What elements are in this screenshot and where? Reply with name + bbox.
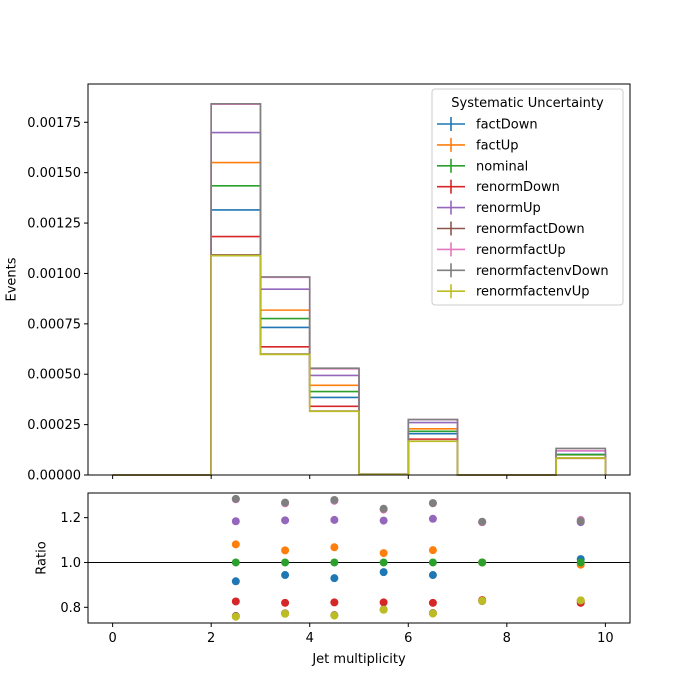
ratio-point-nominal xyxy=(428,558,437,567)
ratio-x-tick-label: 0 xyxy=(108,631,116,646)
legend-items: factDown factUp nominal renormDown renormUp r… xyxy=(437,117,609,300)
ratio-point-renormfactenvDown xyxy=(281,498,290,507)
legend-box xyxy=(431,88,624,306)
events-x-ticks xyxy=(112,475,606,479)
ratio-point-renormUp xyxy=(428,514,437,523)
legend-label: nominal xyxy=(476,159,528,174)
ratio-point-renormfactenvUp xyxy=(478,596,487,605)
events-y-tick-label: 0.00025 xyxy=(27,418,81,433)
legend-label: renormfactUp xyxy=(476,243,566,258)
legend-item-renormUp: renormUp xyxy=(437,200,541,216)
ratio-point-renormfactenvDown xyxy=(428,499,437,508)
events-y-tick-label: 0.00075 xyxy=(27,317,81,332)
ratio-x-ticks: 0 2 4 6 8 10 xyxy=(108,623,614,646)
legend-label: factUp xyxy=(476,138,519,153)
legend: Systematic Uncertainty factDown factUp nom… xyxy=(431,88,624,306)
ratio-point-factDown xyxy=(330,574,339,583)
legend-label: renormfactenvUp xyxy=(476,285,590,300)
ratio-x-tick-label: 8 xyxy=(503,631,511,646)
ratio-plot-frame xyxy=(87,492,631,624)
events-y-tick-label: 0.00050 xyxy=(27,368,81,383)
ratio-point-renormDown xyxy=(231,597,240,606)
ratio-point-factUp xyxy=(379,549,388,558)
ratio-point-renormfactenvUp xyxy=(330,611,339,620)
legend-item-factUp: factUp xyxy=(437,137,519,153)
ratio-point-factDown xyxy=(379,568,388,577)
legend-item-renormfactenvDown: renormfactenvDown xyxy=(437,263,609,279)
legend-title: Systematic Uncertainty xyxy=(451,96,604,111)
events-y-axis-label: Events xyxy=(5,257,20,301)
legend-label: renormDown xyxy=(476,180,560,195)
legend-label: renormfactenvDown xyxy=(476,264,609,279)
ratio-point-renormfactenvUp xyxy=(428,609,437,618)
legend-label: renormUp xyxy=(476,201,541,216)
ratio-point-factUp xyxy=(231,540,240,549)
ratio-y-axis-label: Ratio xyxy=(35,541,50,574)
ratio-point-renormfactenvUp xyxy=(576,596,585,605)
events-plot-frame xyxy=(87,83,631,476)
ratio-point-renormfactenvDown xyxy=(379,504,388,513)
ratio-panel: 0.8 1.0 1.2 0 2 4 6 8 10 Ratio Jet multiplicity xyxy=(35,492,631,667)
ratio-x-tick-label: 10 xyxy=(597,631,614,646)
ratio-x-tick-label: 6 xyxy=(404,631,412,646)
ratio-point-renormfactenvUp xyxy=(231,612,240,621)
ratio-point-nominal xyxy=(576,558,585,567)
events-y-ticks: 0.00000 0.00025 0.00050 0.00075 0.00100 0.001… xyxy=(27,116,88,484)
ratio-y-ticks: 0.8 1.0 1.2 xyxy=(60,511,88,616)
legend-label: factDown xyxy=(476,118,538,133)
ratio-point-renormUp xyxy=(379,516,388,525)
events-y-tick-label: 0.00175 xyxy=(27,116,81,131)
events-y-tick-label: 0.00000 xyxy=(27,469,81,484)
ratio-point-renormDown xyxy=(330,598,339,607)
legend-item-renormfactDown: renormfactDown xyxy=(437,221,585,237)
ratio-point-renormDown xyxy=(428,598,437,607)
ratio-point-renormUp xyxy=(281,516,290,525)
ratio-point-renormfactenvDown xyxy=(478,517,487,526)
ratio-point-renormUp xyxy=(330,515,339,524)
ratio-points xyxy=(231,494,585,621)
ratio-x-tick-label: 4 xyxy=(306,631,314,646)
ratio-point-renormfactenvDown xyxy=(576,517,585,526)
events-y-tick-label: 0.00150 xyxy=(27,166,81,181)
legend-item-factDown: factDown xyxy=(437,117,538,133)
ratio-point-renormfactenvUp xyxy=(281,609,290,618)
ratio-y-tick-label: 1.0 xyxy=(60,556,81,571)
ratio-point-renormDown xyxy=(379,598,388,607)
ratio-point-factUp xyxy=(281,546,290,555)
ratio-point-factUp xyxy=(330,543,339,552)
events-histogram-panel: 0.00000 0.00025 0.00050 0.00075 0.00100 0.001… xyxy=(5,83,631,484)
ratio-point-factDown xyxy=(281,571,290,580)
ratio-y-tick-label: 1.2 xyxy=(60,511,81,526)
events-y-tick-label: 0.00125 xyxy=(27,217,81,232)
ratio-y-tick-label: 0.8 xyxy=(60,601,81,616)
ratio-point-renormfactenvUp xyxy=(379,605,388,614)
events-y-tick-label: 0.00100 xyxy=(27,267,81,282)
legend-item-renormDown: renormDown xyxy=(437,179,560,195)
ratio-point-factDown xyxy=(231,577,240,586)
x-axis-label: Jet multiplicity xyxy=(311,652,406,667)
ratio-point-renormDown xyxy=(281,598,290,607)
ratio-point-nominal xyxy=(478,558,487,567)
legend-item-renormfactUp: renormfactUp xyxy=(437,242,566,258)
ratio-point-nominal xyxy=(379,558,388,567)
legend-item-renormfactenvUp: renormfactenvUp xyxy=(437,284,590,300)
ratio-point-factUp xyxy=(428,546,437,555)
ratio-point-renormfactenvDown xyxy=(330,495,339,504)
ratio-x-tick-label: 2 xyxy=(207,631,215,646)
legend-label: renormfactDown xyxy=(476,222,585,237)
ratio-point-nominal xyxy=(330,558,339,567)
ratio-point-renormUp xyxy=(231,517,240,526)
legend-item-nominal: nominal xyxy=(437,158,528,174)
ratio-point-renormfactenvDown xyxy=(231,494,240,503)
ratio-point-nominal xyxy=(231,558,240,567)
ratio-point-nominal xyxy=(281,558,290,567)
ratio-point-factDown xyxy=(428,571,437,580)
